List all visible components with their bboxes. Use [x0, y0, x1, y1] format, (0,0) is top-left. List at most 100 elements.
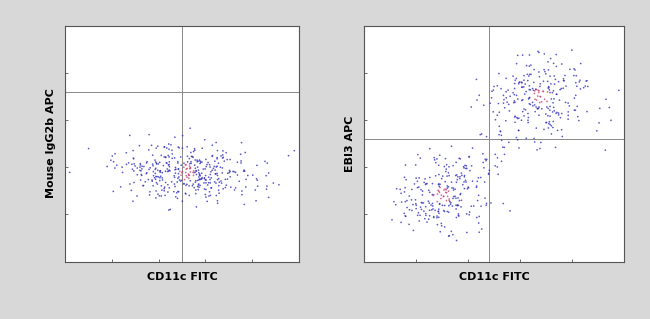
Point	[594, 120, 604, 125]
Point	[182, 144, 192, 149]
Point	[191, 172, 202, 177]
Point	[430, 160, 441, 165]
Point	[200, 177, 211, 182]
Point	[129, 180, 139, 185]
Point	[192, 178, 203, 183]
Point	[604, 105, 614, 110]
Point	[535, 81, 545, 86]
Point	[551, 52, 562, 57]
Point	[512, 116, 523, 121]
Point	[570, 108, 580, 113]
Point	[171, 167, 181, 172]
Point	[424, 190, 435, 195]
Point	[241, 177, 252, 182]
Point	[421, 211, 431, 216]
Point	[218, 186, 228, 191]
Point	[445, 202, 456, 207]
Point	[205, 165, 215, 170]
Point	[429, 155, 439, 160]
Point	[463, 185, 473, 190]
Point	[112, 163, 122, 168]
Point	[137, 164, 148, 169]
Point	[234, 179, 244, 184]
Point	[148, 173, 159, 178]
Point	[462, 166, 472, 171]
Point	[517, 85, 527, 90]
Point	[545, 108, 555, 113]
Point	[519, 92, 530, 97]
Point	[400, 185, 410, 190]
Point	[150, 158, 160, 163]
Point	[489, 84, 499, 89]
Point	[185, 161, 195, 166]
Point	[505, 94, 515, 99]
Point	[498, 145, 508, 150]
Point	[575, 61, 586, 66]
Point	[116, 184, 126, 189]
Point	[451, 206, 462, 211]
Point	[162, 169, 173, 174]
Point	[144, 192, 155, 197]
Point	[510, 81, 520, 86]
Point	[567, 48, 577, 53]
Point	[182, 166, 192, 171]
Point	[454, 156, 464, 161]
Point	[194, 174, 204, 180]
Point	[417, 192, 428, 197]
Point	[432, 156, 442, 161]
Point	[472, 98, 482, 103]
Point	[481, 203, 491, 208]
Point	[497, 138, 507, 143]
Point	[549, 96, 559, 101]
Point	[179, 161, 189, 166]
Point	[455, 174, 465, 179]
Point	[135, 177, 146, 182]
Point	[436, 193, 447, 198]
Point	[218, 148, 228, 153]
Point	[406, 197, 417, 203]
Point	[524, 73, 534, 78]
Point	[201, 164, 211, 169]
Point	[495, 129, 506, 134]
Point	[159, 145, 170, 150]
Point	[419, 180, 430, 185]
Point	[218, 152, 228, 157]
Point	[217, 170, 228, 175]
Point	[437, 174, 448, 179]
Point	[159, 188, 170, 193]
Point	[574, 79, 584, 85]
Point	[542, 99, 552, 104]
Point	[194, 177, 204, 182]
Point	[569, 66, 579, 71]
Point	[421, 213, 431, 218]
Point	[510, 78, 521, 83]
Point	[184, 173, 194, 178]
Point	[517, 109, 528, 114]
Point	[448, 163, 458, 168]
Point	[480, 157, 491, 162]
Point	[192, 184, 203, 189]
Point	[240, 150, 250, 155]
Point	[426, 203, 436, 208]
Point	[151, 160, 161, 165]
Point	[563, 109, 573, 115]
Point	[170, 171, 181, 176]
Point	[573, 114, 583, 119]
Point	[179, 165, 189, 170]
Point	[135, 165, 145, 170]
Point	[202, 162, 212, 167]
Point	[156, 153, 166, 158]
Point	[456, 191, 466, 196]
Point	[462, 211, 472, 217]
Point	[510, 86, 520, 91]
Point	[159, 154, 170, 160]
Point	[263, 195, 274, 200]
Point	[130, 163, 140, 168]
Point	[148, 162, 158, 167]
Point	[252, 178, 263, 183]
Point	[151, 189, 161, 194]
Point	[205, 193, 216, 198]
Point	[420, 216, 430, 221]
Point	[525, 52, 535, 57]
Point	[441, 167, 452, 172]
